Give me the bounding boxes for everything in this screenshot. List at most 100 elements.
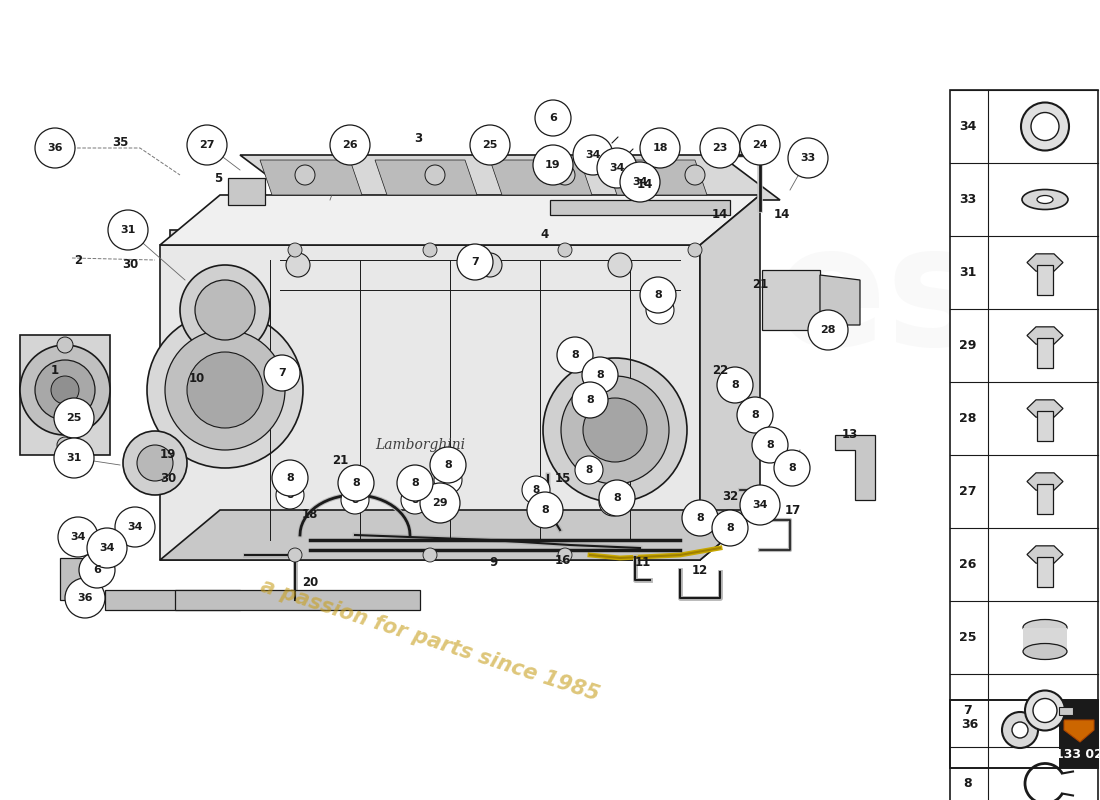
Circle shape (1033, 698, 1057, 722)
Text: 34: 34 (754, 501, 767, 510)
Bar (1037, 338, 1053, 367)
Text: 17: 17 (785, 503, 801, 517)
Circle shape (65, 578, 104, 618)
Text: 30: 30 (122, 258, 139, 271)
Circle shape (65, 524, 91, 550)
Polygon shape (490, 160, 592, 195)
Text: 34: 34 (959, 120, 977, 133)
Text: 8: 8 (726, 522, 734, 532)
Circle shape (716, 513, 744, 541)
Text: 35: 35 (112, 137, 129, 150)
Text: 8: 8 (657, 305, 663, 315)
Circle shape (640, 128, 680, 168)
Circle shape (1002, 712, 1038, 748)
Text: 8: 8 (616, 495, 624, 505)
Circle shape (527, 492, 563, 528)
Circle shape (741, 401, 769, 429)
Circle shape (573, 135, 613, 175)
Text: 8: 8 (571, 350, 579, 360)
Text: 36: 36 (961, 718, 979, 731)
Circle shape (147, 312, 302, 468)
Text: 8: 8 (789, 463, 795, 473)
Text: 25: 25 (66, 413, 81, 423)
Text: 25: 25 (959, 631, 977, 644)
Circle shape (456, 244, 493, 280)
Circle shape (556, 165, 575, 185)
Text: 8: 8 (541, 505, 549, 515)
Ellipse shape (1037, 195, 1053, 203)
Text: V⁰: V⁰ (663, 295, 676, 305)
Text: 8: 8 (609, 497, 617, 507)
Text: Lamborghini: Lamborghini (375, 438, 465, 452)
Text: 7: 7 (964, 704, 972, 717)
Circle shape (778, 454, 806, 482)
Text: 8: 8 (964, 777, 972, 790)
Text: 8: 8 (596, 370, 604, 380)
Polygon shape (1027, 473, 1063, 490)
Bar (1059, 706, 1072, 714)
Text: 33: 33 (801, 153, 815, 163)
Text: 8: 8 (751, 410, 759, 420)
Text: 11: 11 (635, 557, 651, 570)
Bar (950, 700, 1098, 768)
Text: 26: 26 (342, 140, 358, 150)
Circle shape (1031, 113, 1059, 141)
Circle shape (58, 517, 98, 557)
Circle shape (341, 486, 368, 514)
Bar (1023, 627, 1067, 653)
Text: 8: 8 (613, 493, 620, 503)
Circle shape (138, 445, 173, 481)
Text: 10: 10 (189, 371, 205, 385)
Circle shape (597, 148, 637, 188)
Circle shape (558, 243, 572, 257)
Polygon shape (1064, 720, 1094, 742)
Circle shape (688, 243, 702, 257)
Bar (1037, 265, 1053, 294)
Circle shape (57, 337, 73, 353)
Bar (950, 90, 1098, 800)
Bar (1037, 483, 1053, 514)
Text: 14: 14 (712, 209, 728, 222)
Polygon shape (104, 590, 240, 610)
Text: 16: 16 (554, 554, 571, 566)
Text: 34: 34 (99, 543, 114, 553)
Text: 34: 34 (752, 500, 768, 510)
Polygon shape (605, 160, 707, 195)
Circle shape (608, 253, 632, 277)
Text: 8: 8 (696, 513, 704, 523)
Text: 34: 34 (70, 532, 86, 542)
Circle shape (470, 125, 510, 165)
Circle shape (180, 265, 270, 355)
Circle shape (187, 352, 263, 428)
Circle shape (531, 496, 559, 524)
Text: 21: 21 (752, 278, 768, 291)
Circle shape (123, 431, 187, 495)
Circle shape (338, 465, 374, 501)
Text: 24: 24 (752, 140, 768, 150)
Text: 8: 8 (751, 410, 759, 420)
Polygon shape (375, 160, 477, 195)
Text: 8: 8 (444, 475, 452, 485)
Circle shape (700, 128, 740, 168)
Circle shape (425, 165, 446, 185)
Circle shape (424, 243, 437, 257)
Text: 29: 29 (432, 498, 448, 508)
Bar (1060, 740, 1098, 768)
Circle shape (35, 128, 75, 168)
Text: 22: 22 (712, 363, 728, 377)
Polygon shape (160, 195, 760, 245)
Text: 27: 27 (959, 485, 977, 498)
Text: 8: 8 (766, 440, 774, 450)
Text: 12: 12 (692, 563, 708, 577)
Text: 32: 32 (722, 490, 738, 503)
Circle shape (522, 476, 550, 504)
Polygon shape (1027, 400, 1063, 417)
Circle shape (187, 125, 227, 165)
Text: 9: 9 (488, 557, 497, 570)
Text: 34: 34 (586, 150, 600, 159)
Bar (1060, 700, 1098, 768)
Text: 4: 4 (541, 229, 549, 242)
Circle shape (54, 438, 94, 478)
Text: 27: 27 (199, 140, 214, 150)
Text: 8: 8 (286, 490, 294, 500)
